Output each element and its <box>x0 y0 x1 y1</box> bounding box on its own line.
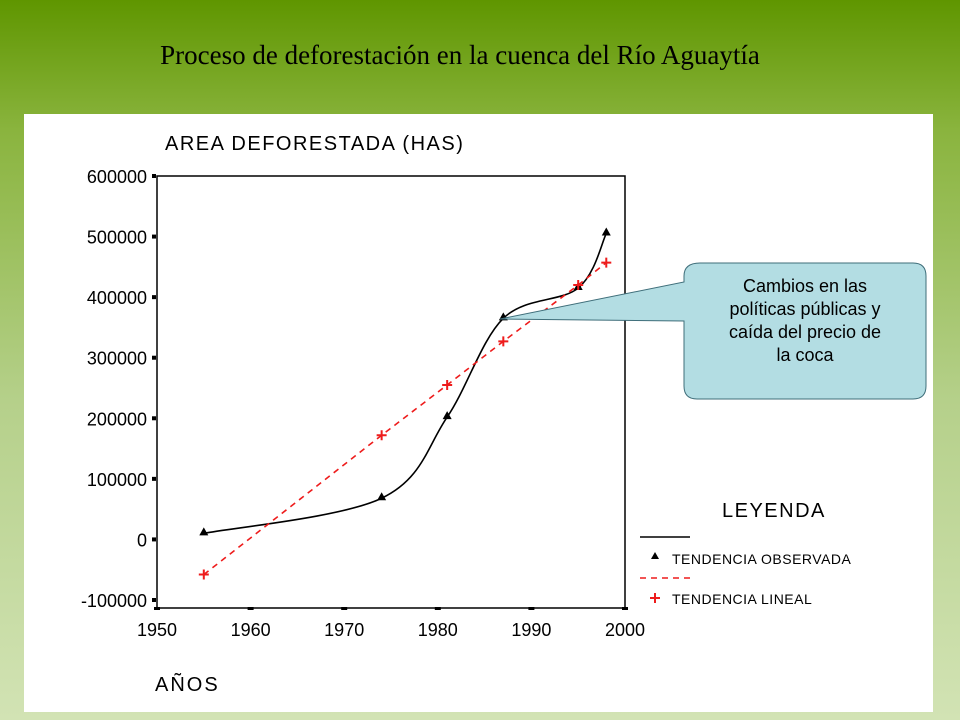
chart-title: AREA DEFORESTADA (HAS) <box>165 133 464 155</box>
y-tick <box>152 295 156 300</box>
plot-frame <box>156 175 626 609</box>
y-tick-label: 0 <box>137 530 147 550</box>
callout-box <box>499 262 927 400</box>
y-axis: 600000 500000 400000 300000 200000 100000 0 -10… <box>81 167 156 611</box>
y-tick <box>152 416 156 421</box>
x-tick <box>154 607 160 610</box>
x-tick <box>622 607 628 610</box>
y-tick-label: -100000 <box>81 591 147 611</box>
observed-point <box>442 411 452 420</box>
linear-point <box>498 336 509 347</box>
x-axis-label: AÑOS <box>155 672 220 696</box>
y-tick <box>152 537 156 542</box>
x-axis: 1950 1960 1970 1980 1990 2000 <box>137 607 645 640</box>
y-tick <box>152 355 156 360</box>
x-tick <box>247 607 254 610</box>
linear-point <box>573 280 584 291</box>
y-tick <box>152 234 156 239</box>
chart-panel <box>24 114 933 712</box>
x-tick-label: 2000 <box>605 620 645 640</box>
callout-line: políticas públicas y <box>729 299 881 319</box>
linear-point <box>601 257 612 268</box>
legend-linear-label: TENDENCIA LINEAL <box>672 591 812 607</box>
observed-point <box>601 227 611 236</box>
observed-trend-line <box>203 233 608 535</box>
callout-text: Cambios en las políticas públicas y caíd… <box>690 275 920 367</box>
legend-title: LEYENDA <box>722 500 826 522</box>
x-tick <box>528 607 535 610</box>
x-tick-label: 1960 <box>231 620 271 640</box>
linear-point <box>442 379 453 390</box>
y-tick-label: 600000 <box>87 167 147 187</box>
y-tick-label: 300000 <box>87 349 147 369</box>
x-tick-label: 1990 <box>511 620 551 640</box>
x-tick-label: 1950 <box>137 620 177 640</box>
callout-line: la coca <box>776 345 834 365</box>
x-tick <box>434 607 441 610</box>
x-tick <box>341 607 348 610</box>
y-tick-label: 200000 <box>87 409 147 429</box>
legend: LEYENDA TENDENCIA OBSERVADA TENDENCIA LI… <box>640 500 852 607</box>
legend-observed-marker <box>651 552 659 559</box>
linear-trend-line <box>203 261 607 576</box>
callout-line: caída del precio de <box>728 322 882 342</box>
linear-point <box>198 569 209 580</box>
y-tick-label: 400000 <box>87 288 147 308</box>
y-tick <box>152 476 156 481</box>
observed-point <box>199 527 209 536</box>
slide-title: Proceso de deforestación en la cuenca de… <box>160 40 760 70</box>
legend-observed-label: TENDENCIA OBSERVADA <box>672 551 852 567</box>
y-tick <box>152 598 156 602</box>
observed-point <box>377 492 387 501</box>
callout-line: Cambios en las <box>742 276 868 296</box>
y-tick-label: 500000 <box>87 228 147 248</box>
x-tick-label: 1980 <box>418 620 458 640</box>
linear-point <box>376 430 387 441</box>
y-tick <box>152 174 156 178</box>
legend-linear-marker <box>650 593 660 603</box>
series-layer <box>198 227 612 580</box>
x-tick-label: 1970 <box>324 620 364 640</box>
y-tick-label: 100000 <box>87 470 147 490</box>
